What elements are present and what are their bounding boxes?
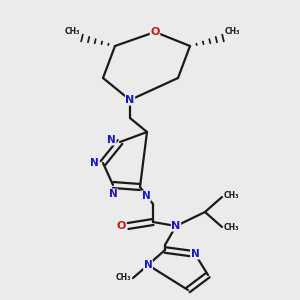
- Text: CH₃: CH₃: [225, 27, 241, 36]
- Text: N: N: [142, 191, 151, 201]
- Text: CH₃: CH₃: [116, 274, 131, 283]
- Text: N: N: [109, 189, 117, 199]
- Text: N: N: [190, 249, 200, 259]
- Text: N: N: [125, 95, 135, 105]
- Text: CH₃: CH₃: [224, 191, 239, 200]
- Text: CH₃: CH₃: [224, 224, 239, 232]
- Text: N: N: [90, 158, 99, 168]
- Text: O: O: [117, 221, 126, 231]
- Text: CH₃: CH₃: [64, 27, 80, 36]
- Text: O: O: [150, 27, 160, 37]
- Text: N: N: [107, 135, 116, 145]
- Text: N: N: [171, 221, 181, 231]
- Text: N: N: [144, 260, 152, 270]
